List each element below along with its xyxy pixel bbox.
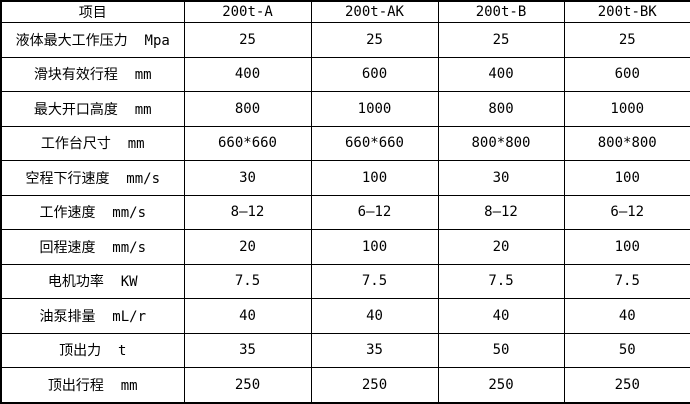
cell-value: 50 — [563, 332, 690, 369]
cell-value: 100 — [563, 229, 690, 265]
table-row: 液体最大工作压力 Mpa 25 25 25 25 — [0, 22, 690, 58]
column-header-model-bk: 200t-BK — [563, 0, 690, 23]
cell-value: 40 — [183, 298, 312, 334]
table-row: 工作台尺寸 mm 660*660 660*660 800*800 800*800 — [0, 125, 690, 162]
column-header-item: 项目 — [0, 0, 185, 23]
cell-value: 800 — [437, 91, 565, 127]
cell-value: 40 — [563, 298, 690, 334]
cell-value: 8—12 — [183, 194, 312, 231]
header-row: 项目 200t-A 200t-AK 200t-B 200t-BK — [0, 0, 690, 23]
cell-value: 660*660 — [310, 125, 439, 162]
row-label: 液体最大工作压力 Mpa — [0, 22, 185, 58]
cell-value: 8—12 — [437, 194, 565, 231]
cell-value: 250 — [437, 367, 565, 404]
cell-value: 7.5 — [310, 263, 439, 300]
table-row: 最大开口高度 mm 800 1000 800 1000 — [0, 91, 690, 127]
table-row: 顶出行程 mm 250 250 250 250 — [0, 367, 690, 404]
row-label: 最大开口高度 mm — [0, 91, 185, 127]
cell-value: 7.5 — [563, 263, 690, 300]
cell-value: 800*800 — [563, 125, 690, 162]
cell-value: 800*800 — [437, 125, 565, 162]
cell-value: 6—12 — [310, 194, 439, 231]
cell-value: 25 — [563, 22, 690, 58]
cell-value: 100 — [310, 160, 439, 196]
cell-value: 20 — [437, 229, 565, 265]
table-row: 滑块有效行程 mm 400 600 400 600 — [0, 56, 690, 93]
cell-value: 25 — [183, 22, 312, 58]
cell-value: 250 — [310, 367, 439, 404]
row-label: 顶出力 t — [0, 332, 185, 369]
cell-value: 250 — [183, 367, 312, 404]
cell-value: 40 — [437, 298, 565, 334]
cell-value: 7.5 — [183, 263, 312, 300]
cell-value: 400 — [437, 56, 565, 93]
cell-value: 25 — [310, 22, 439, 58]
cell-value: 50 — [437, 332, 565, 369]
table-row: 回程速度 mm/s 20 100 20 100 — [0, 229, 690, 265]
table-row: 油泵排量 mL/r 40 40 40 40 — [0, 298, 690, 334]
cell-value: 250 — [563, 367, 690, 404]
cell-value: 20 — [183, 229, 312, 265]
cell-value: 30 — [183, 160, 312, 196]
column-header-model-a: 200t-A — [183, 0, 312, 23]
cell-value: 6—12 — [563, 194, 690, 231]
table-row: 电机功率 KW 7.5 7.5 7.5 7.5 — [0, 263, 690, 300]
cell-value: 1000 — [563, 91, 690, 127]
row-label: 工作台尺寸 mm — [0, 125, 185, 162]
cell-value: 100 — [310, 229, 439, 265]
row-label: 回程速度 mm/s — [0, 229, 185, 265]
row-label: 工作速度 mm/s — [0, 194, 185, 231]
cell-value: 400 — [183, 56, 312, 93]
column-header-model-ak: 200t-AK — [310, 0, 439, 23]
cell-value: 1000 — [310, 91, 439, 127]
row-label: 空程下行速度 mm/s — [0, 160, 185, 196]
row-label: 滑块有效行程 mm — [0, 56, 185, 93]
cell-value: 35 — [183, 332, 312, 369]
column-header-model-b: 200t-B — [437, 0, 565, 23]
cell-value: 800 — [183, 91, 312, 127]
cell-value: 25 — [437, 22, 565, 58]
cell-value: 600 — [310, 56, 439, 93]
table-row: 顶出力 t 35 35 50 50 — [0, 332, 690, 369]
cell-value: 100 — [563, 160, 690, 196]
cell-value: 660*660 — [183, 125, 312, 162]
table-row: 空程下行速度 mm/s 30 100 30 100 — [0, 160, 690, 196]
row-label: 电机功率 KW — [0, 263, 185, 300]
cell-value: 30 — [437, 160, 565, 196]
cell-value: 7.5 — [437, 263, 565, 300]
row-label: 油泵排量 mL/r — [0, 298, 185, 334]
cell-value: 600 — [563, 56, 690, 93]
table-row: 工作速度 mm/s 8—12 6—12 8—12 6—12 — [0, 194, 690, 231]
row-label: 顶出行程 mm — [0, 367, 185, 404]
cell-value: 40 — [310, 298, 439, 334]
cell-value: 35 — [310, 332, 439, 369]
